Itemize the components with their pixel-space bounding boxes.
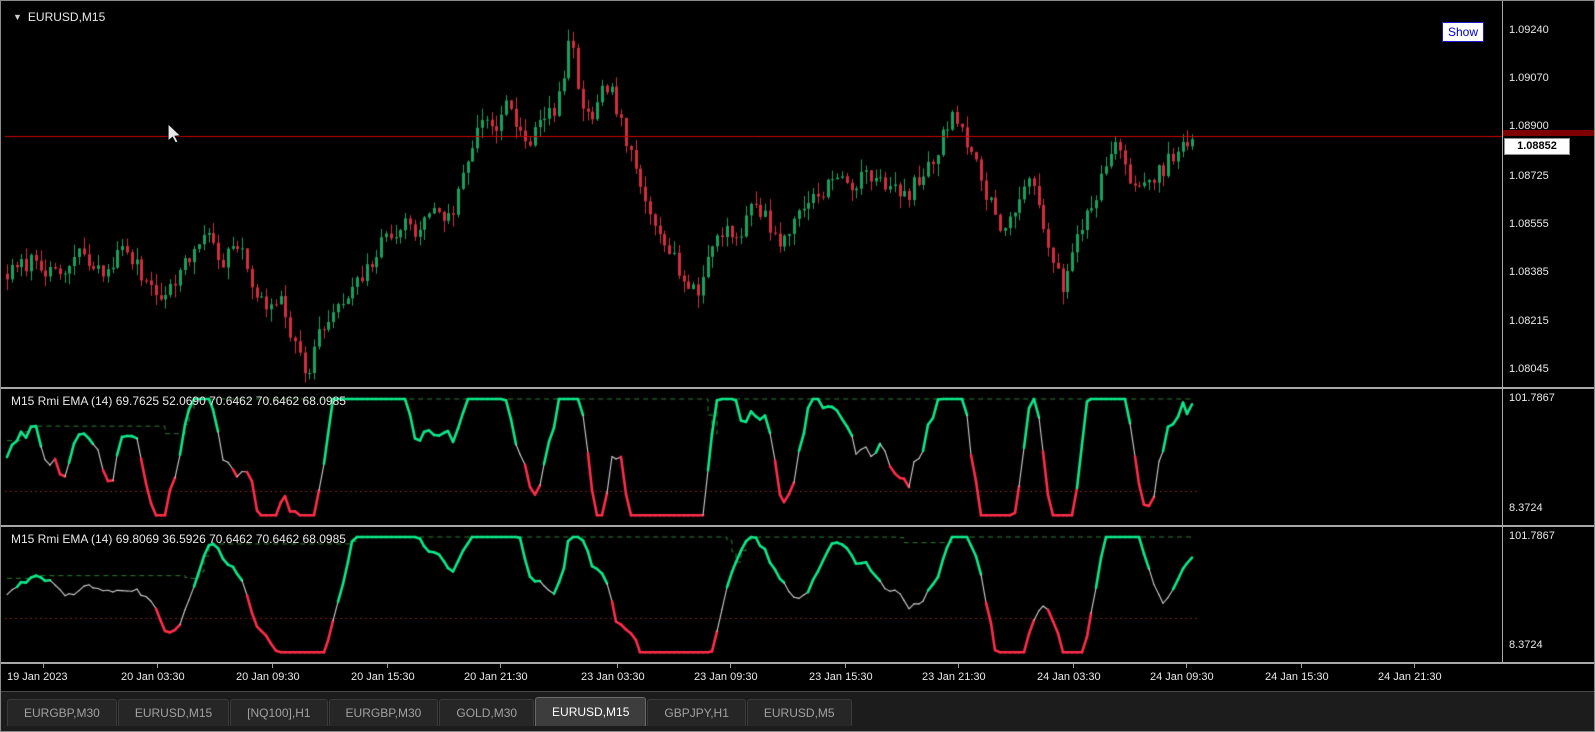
time-axis-tick (958, 664, 959, 668)
chart-tab-eurgbp-m30[interactable]: EURGBP,M30 (7, 699, 117, 726)
time-axis[interactable]: 19 Jan 2023 20 Jan 03:30 20 Jan 09:30 20 Ja… (1, 664, 1594, 691)
time-axis-tick (43, 664, 44, 668)
time-axis-label: 23 Jan 09:30 (694, 671, 758, 683)
chart-tab-eurusd-m15[interactable]: EURUSD,M15 (535, 697, 647, 726)
time-axis-tick (157, 664, 158, 668)
time-axis-label: 20 Jan 15:30 (351, 671, 415, 683)
chart-tab-eurusd-m15[interactable]: EURUSD,M15 (117, 699, 230, 726)
pane-splitter-1[interactable] (1, 387, 1594, 389)
current-price-label: 1.08852 (1504, 137, 1570, 155)
time-axis-tick (730, 664, 731, 668)
chart-tab-nq100-h1[interactable]: [NQ100],H1 (230, 699, 328, 726)
time-axis-label: 23 Jan 03:30 (581, 671, 645, 683)
price-axis-label: 1.09070 (1509, 72, 1549, 85)
chart-tab-eurgbp-m30[interactable]: EURGBP,M30 (328, 699, 439, 726)
chart-title-label: EURUSD,M15 (27, 10, 106, 24)
time-axis-tick (1186, 664, 1187, 668)
time-axis-label: 24 Jan 09:30 (1150, 671, 1214, 683)
price-axis-label: 1.08555 (1509, 218, 1549, 231)
time-axis-label: 20 Jan 09:30 (236, 671, 300, 683)
time-axis-tick (500, 664, 501, 668)
price-axis-label: 1.08725 (1509, 170, 1549, 183)
chart-tab-eurusd-m5[interactable]: EURUSD,M5 (746, 699, 852, 726)
time-axis-tick (845, 664, 846, 668)
time-axis-label: 24 Jan 21:30 (1378, 671, 1442, 683)
indicator-2-scale-bottom: 8.3724 (1509, 639, 1543, 651)
show-button[interactable]: Show (1442, 22, 1484, 42)
time-axis-label: 20 Jan 03:30 (121, 671, 185, 683)
time-axis-label: 20 Jan 21:30 (464, 671, 528, 683)
price-axis-label: 1.08900 (1509, 120, 1549, 133)
time-axis-tick (1301, 664, 1302, 668)
price-axis-label: 1.08215 (1509, 314, 1549, 327)
chart-tab-gold-m30[interactable]: GOLD,M30 (439, 699, 535, 726)
price-axis-label: 1.08385 (1509, 266, 1549, 279)
time-axis-tick (1073, 664, 1074, 668)
indicator-2-scale-top: 101.7867 (1509, 530, 1555, 542)
time-axis-label: 23 Jan 15:30 (809, 671, 873, 683)
mouse-cursor (167, 123, 182, 143)
indicator-1-scale-bottom: 8.3724 (1509, 502, 1543, 514)
chart-tab-bar: EURGBP,M30 EURUSD,M15 [NQ100],H1 EURGBP,M30… (1, 691, 1594, 731)
time-axis-label: 23 Jan 21:30 (922, 671, 986, 683)
indicator-2-label: M15 Rmi EMA (14) 69.8069 36.5926 70.6462… (11, 532, 346, 546)
pane-splitter-3[interactable] (1, 662, 1594, 664)
rmi-indicator-canvas-1[interactable] (5, 391, 1502, 524)
price-axis-separator (1502, 1, 1503, 662)
time-axis-tick (272, 664, 273, 668)
rmi-indicator-canvas-2[interactable] (5, 529, 1502, 661)
indicator-1-scale-top: 101.7867 (1509, 392, 1555, 404)
time-axis-tick (617, 664, 618, 668)
candlestick-chart-canvas[interactable] (5, 9, 1502, 386)
chart-tab-row: EURGBP,M30 EURUSD,M15 [NQ100],H1 EURGBP,M30… (1, 692, 1594, 726)
time-axis-tick (387, 664, 388, 668)
pane-splitter-2[interactable] (1, 525, 1594, 527)
time-axis-tick (1414, 664, 1415, 668)
chart-tab-gbpjpy-h1[interactable]: GBPJPY,H1 (647, 699, 746, 726)
chart-title: ▼ EURUSD,M15 (13, 10, 105, 24)
time-axis-label: 19 Jan 2023 (7, 671, 68, 683)
collapse-triangle-icon[interactable]: ▼ (13, 12, 22, 22)
time-axis-label: 24 Jan 03:30 (1037, 671, 1101, 683)
price-axis-label: 1.08045 (1509, 362, 1549, 375)
price-axis[interactable]: 1.09240 1.09070 1.08900 1.08725 1.08555 1.083… (1503, 1, 1594, 662)
indicator-1-label: M15 Rmi EMA (14) 69.7625 52.0690 70.6462… (11, 394, 346, 408)
price-axis-label: 1.09240 (1509, 24, 1549, 37)
bid-line-axis-marker (1503, 129, 1594, 136)
time-axis-label: 24 Jan 15:30 (1265, 671, 1329, 683)
